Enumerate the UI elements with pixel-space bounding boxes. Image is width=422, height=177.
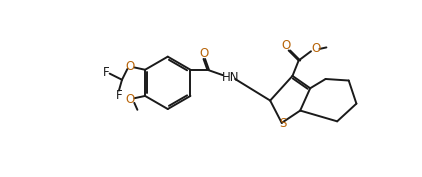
Text: O: O	[126, 60, 135, 73]
Text: HN: HN	[222, 71, 239, 84]
Text: F: F	[103, 66, 109, 79]
Text: O: O	[282, 39, 291, 52]
Text: O: O	[126, 93, 135, 105]
Text: F: F	[116, 89, 122, 102]
Text: O: O	[199, 47, 208, 60]
Text: O: O	[311, 42, 320, 55]
Text: S: S	[279, 117, 286, 130]
